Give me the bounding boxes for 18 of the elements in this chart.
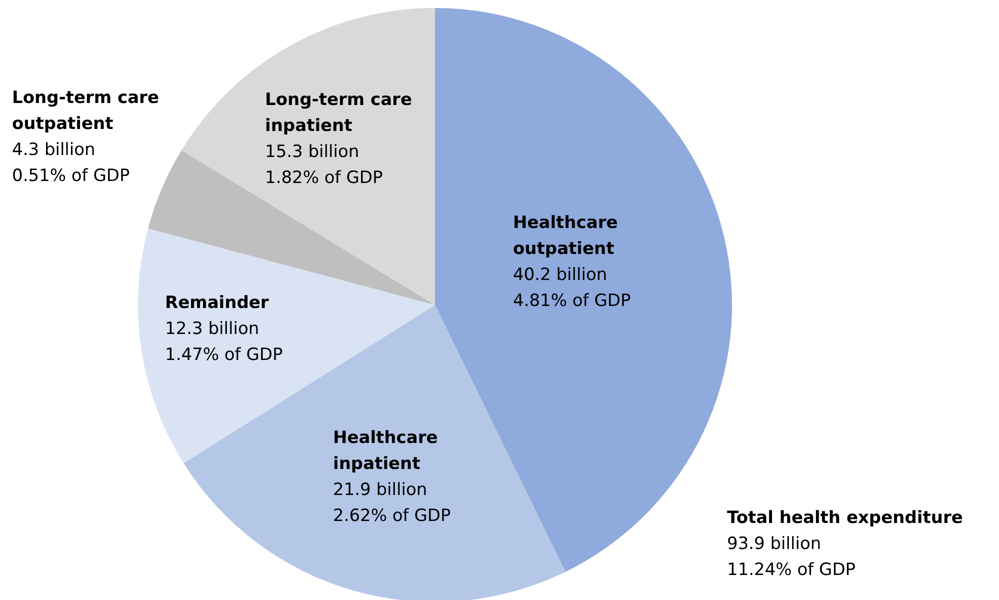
data-label: 15.3 billion [265, 142, 360, 162]
data-label: 21.9 billion [333, 480, 428, 500]
text: 0.51% of GDP [12, 166, 130, 186]
data-label: 40.2 billion [513, 265, 608, 285]
text: 11.24% of GDP [727, 560, 856, 580]
slice-label: Healthcare outpatient [513, 213, 618, 259]
text: 1.47% of GDP [165, 345, 283, 365]
data-label: 4.3 billion [12, 140, 96, 160]
slice-label: Healthcare inpatient [333, 428, 438, 474]
text: 1.82% of GDP [265, 168, 383, 188]
slice-label: Remainder [165, 293, 270, 313]
text: 93.9 billion [727, 534, 822, 554]
slice-label: Long-term care inpatient [265, 90, 412, 136]
text: 4.81% of GDP [513, 291, 631, 311]
data-label: 12.3 billion [165, 319, 260, 339]
text: 2.62% of GDP [333, 506, 451, 526]
text: Total health expenditure [727, 508, 963, 528]
slice-label: Long-term care outpatient [12, 88, 159, 134]
